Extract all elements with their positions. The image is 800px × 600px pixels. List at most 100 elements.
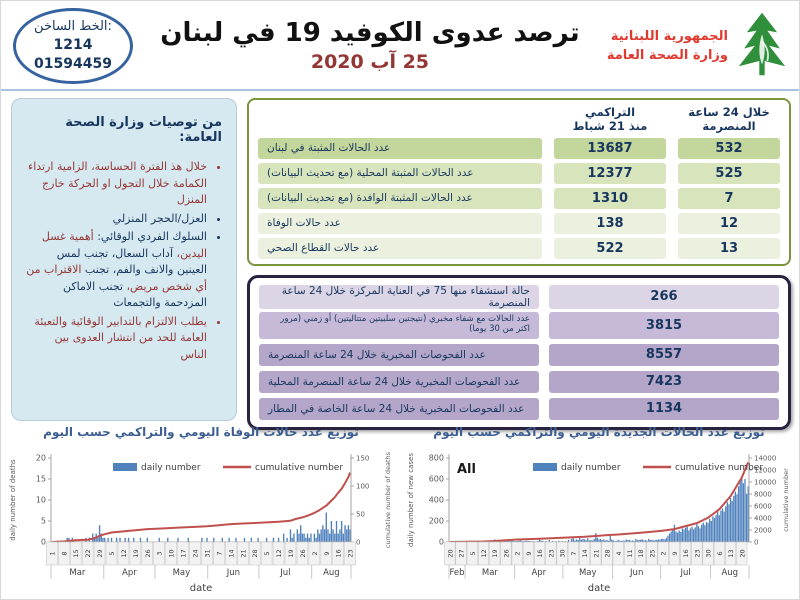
- svg-text:9: 9: [525, 551, 533, 555]
- svg-text:5: 5: [41, 517, 46, 526]
- svg-text:19: 19: [491, 549, 499, 557]
- svg-text:Apr: Apr: [122, 568, 137, 578]
- svg-text:6: 6: [716, 551, 724, 555]
- svg-text:Jun: Jun: [629, 568, 643, 578]
- svg-text:400: 400: [429, 496, 444, 505]
- last24h-value: 7: [678, 187, 780, 209]
- confirmed-cases-table: التراكمي منذ 21 شباط خلال 24 ساعة المنصر…: [247, 98, 791, 266]
- recommendations-list: خلال هذ الفترة الحساسة، الزامية ارتداء ا…: [26, 159, 222, 363]
- svg-text:4: 4: [615, 551, 623, 555]
- svg-text:1: 1: [48, 551, 56, 555]
- svg-text:31: 31: [203, 549, 211, 557]
- svg-text:7: 7: [570, 551, 578, 555]
- header-divider: [1, 89, 799, 91]
- svg-text:7: 7: [215, 551, 223, 555]
- svg-text:0: 0: [41, 538, 46, 547]
- row-value: 8557: [549, 343, 779, 366]
- cumulative-value: 1310: [554, 187, 666, 209]
- table-row: عدد الفحوصات المخبرية خلال 24 ساعة المنص…: [259, 370, 779, 393]
- last24h-value: 532: [678, 137, 780, 159]
- svg-text:15: 15: [36, 475, 46, 484]
- svg-text:13: 13: [727, 549, 735, 557]
- svg-text:23: 23: [547, 549, 555, 557]
- recommendations-title: من توصيات وزارة الصحة العامة:: [65, 115, 222, 145]
- bullet-text-segment: السلوك الفردي الوقائي:: [93, 230, 207, 243]
- row-label: عدد الحالات المثبتة الوافدة (مع تحديث ال…: [258, 187, 542, 209]
- svg-text:2: 2: [514, 551, 522, 555]
- svg-text:2: 2: [660, 551, 668, 555]
- ministry-logo-block: الجمهورية اللبنانية وزارة الصحة العامة: [607, 11, 789, 81]
- svg-text:16: 16: [682, 549, 690, 557]
- svg-text:22: 22: [84, 549, 92, 557]
- svg-text:12: 12: [120, 549, 128, 557]
- row-label: عدد الحالات مع شفاء مخبري (نتيجتين سلبيت…: [259, 311, 539, 339]
- table-row: عدد حالات الوفاة 138 12: [258, 212, 780, 234]
- cumulative-value: 138: [554, 212, 666, 234]
- svg-text:Aug: Aug: [721, 568, 738, 578]
- table-row: عدد الحالات المثبتة الوافدة (مع تحديث ال…: [258, 187, 780, 209]
- bullet-text-segment: خلال هذ الفترة الحساسة، الزامية ارتداء ا…: [28, 160, 207, 206]
- svg-text:25: 25: [648, 549, 656, 557]
- table-row: عدد حالات القطاع الصحي 522 13: [258, 237, 780, 259]
- list-item: خلال هذ الفترة الحساسة، الزامية ارتداء ا…: [26, 159, 207, 209]
- page-title: ترصد عدوى الكوفيد 19 في لبنان: [160, 18, 580, 49]
- svg-text:Feb: Feb: [449, 568, 464, 578]
- svg-text:5: 5: [263, 551, 271, 555]
- svg-text:0: 0: [754, 539, 758, 547]
- svg-text:4000: 4000: [754, 515, 772, 523]
- recommendations-panel: من توصيات وزارة الصحة العامة: خلال هذ ال…: [11, 98, 237, 421]
- svg-text:8: 8: [60, 551, 68, 555]
- svg-text:11: 11: [626, 549, 634, 557]
- title-block: ترصد عدوى الكوفيد 19 في لبنان 25 آب 2020: [133, 18, 607, 73]
- table-row: عدد الفحوصات المخبرية خلال 24 ساعة المنص…: [259, 343, 779, 366]
- svg-text:Jul: Jul: [679, 568, 690, 578]
- header: الخط الساخن: 1214 01594459 ترصد عدوى الك…: [1, 1, 799, 89]
- svg-text:12: 12: [275, 549, 283, 557]
- svg-text:30: 30: [559, 549, 567, 557]
- svg-text:All: All: [457, 462, 476, 477]
- svg-text:9: 9: [323, 551, 331, 555]
- lab-tests-table: حالة استشفاء منها 75 في العناية المركزة …: [247, 274, 791, 430]
- row-value: 3815: [549, 311, 779, 339]
- last24h-value: 13: [678, 237, 780, 259]
- svg-text:28: 28: [604, 549, 612, 557]
- bullet-text-segment: تجنب الاماكن المزدحمة والتجمعات: [63, 279, 207, 310]
- list-item: السلوك الفردي الوقائي: أهمية غسل اليدين،…: [26, 229, 207, 312]
- row-label: عدد الحالات المثبتة المحلية (مع تحديث ال…: [258, 162, 542, 184]
- svg-text:date: date: [190, 583, 213, 594]
- table-row: حالة استشفاء منها 75 في العناية المركزة …: [259, 284, 779, 309]
- svg-text:600: 600: [429, 475, 444, 484]
- spacer: [258, 105, 542, 134]
- svg-text:May: May: [173, 568, 191, 578]
- svg-text:5: 5: [108, 551, 116, 555]
- svg-text:23: 23: [347, 549, 355, 557]
- row-label: عدد حالات القطاع الصحي: [258, 237, 542, 259]
- row-label: عدد الفحوصات المخبرية خلال 24 ساعة المنص…: [259, 370, 539, 393]
- row-value: 7423: [549, 370, 779, 393]
- svg-text:23: 23: [693, 549, 701, 557]
- svg-text:28: 28: [251, 549, 259, 557]
- list-item: يطلب الالتزام بالتدابير الوقائية والتعبئ…: [26, 314, 207, 364]
- report-date: 25 آب 2020: [310, 50, 430, 73]
- row-label: عدد حالات الوفاة: [258, 212, 542, 234]
- svg-text:20: 20: [738, 549, 746, 557]
- chart-title: توزيع عدد الحالات الجديدة اليومي والتراك…: [433, 425, 765, 439]
- svg-text:Aug: Aug: [323, 568, 340, 578]
- cumulative-value: 522: [554, 237, 666, 259]
- table-row: عدد الحالات مع شفاء مخبري (نتيجتين سلبيت…: [259, 311, 779, 339]
- svg-text:26: 26: [144, 549, 152, 557]
- svg-text:26: 26: [299, 549, 307, 557]
- last24h-value: 525: [678, 162, 780, 184]
- cedar-tree-icon: [735, 11, 789, 81]
- bullet-text-segment: الاقتراب من أي شخص مريض،: [26, 263, 207, 293]
- table-row: عدد الحالات المثبتة في لبنان 13687 532: [258, 137, 780, 159]
- svg-text:200: 200: [429, 517, 444, 526]
- svg-text:16: 16: [335, 549, 343, 557]
- row-value: 266: [549, 284, 779, 309]
- column-header-cumulative: التراكمي منذ 21 شباط: [572, 105, 648, 134]
- svg-text:10: 10: [36, 496, 46, 505]
- svg-text:21: 21: [592, 549, 600, 557]
- svg-text:Mar: Mar: [482, 568, 499, 578]
- svg-text:Jun: Jun: [226, 568, 240, 578]
- row-label: عدد الفحوصات المخبرية خلال 24 ساعة المنص…: [259, 343, 539, 366]
